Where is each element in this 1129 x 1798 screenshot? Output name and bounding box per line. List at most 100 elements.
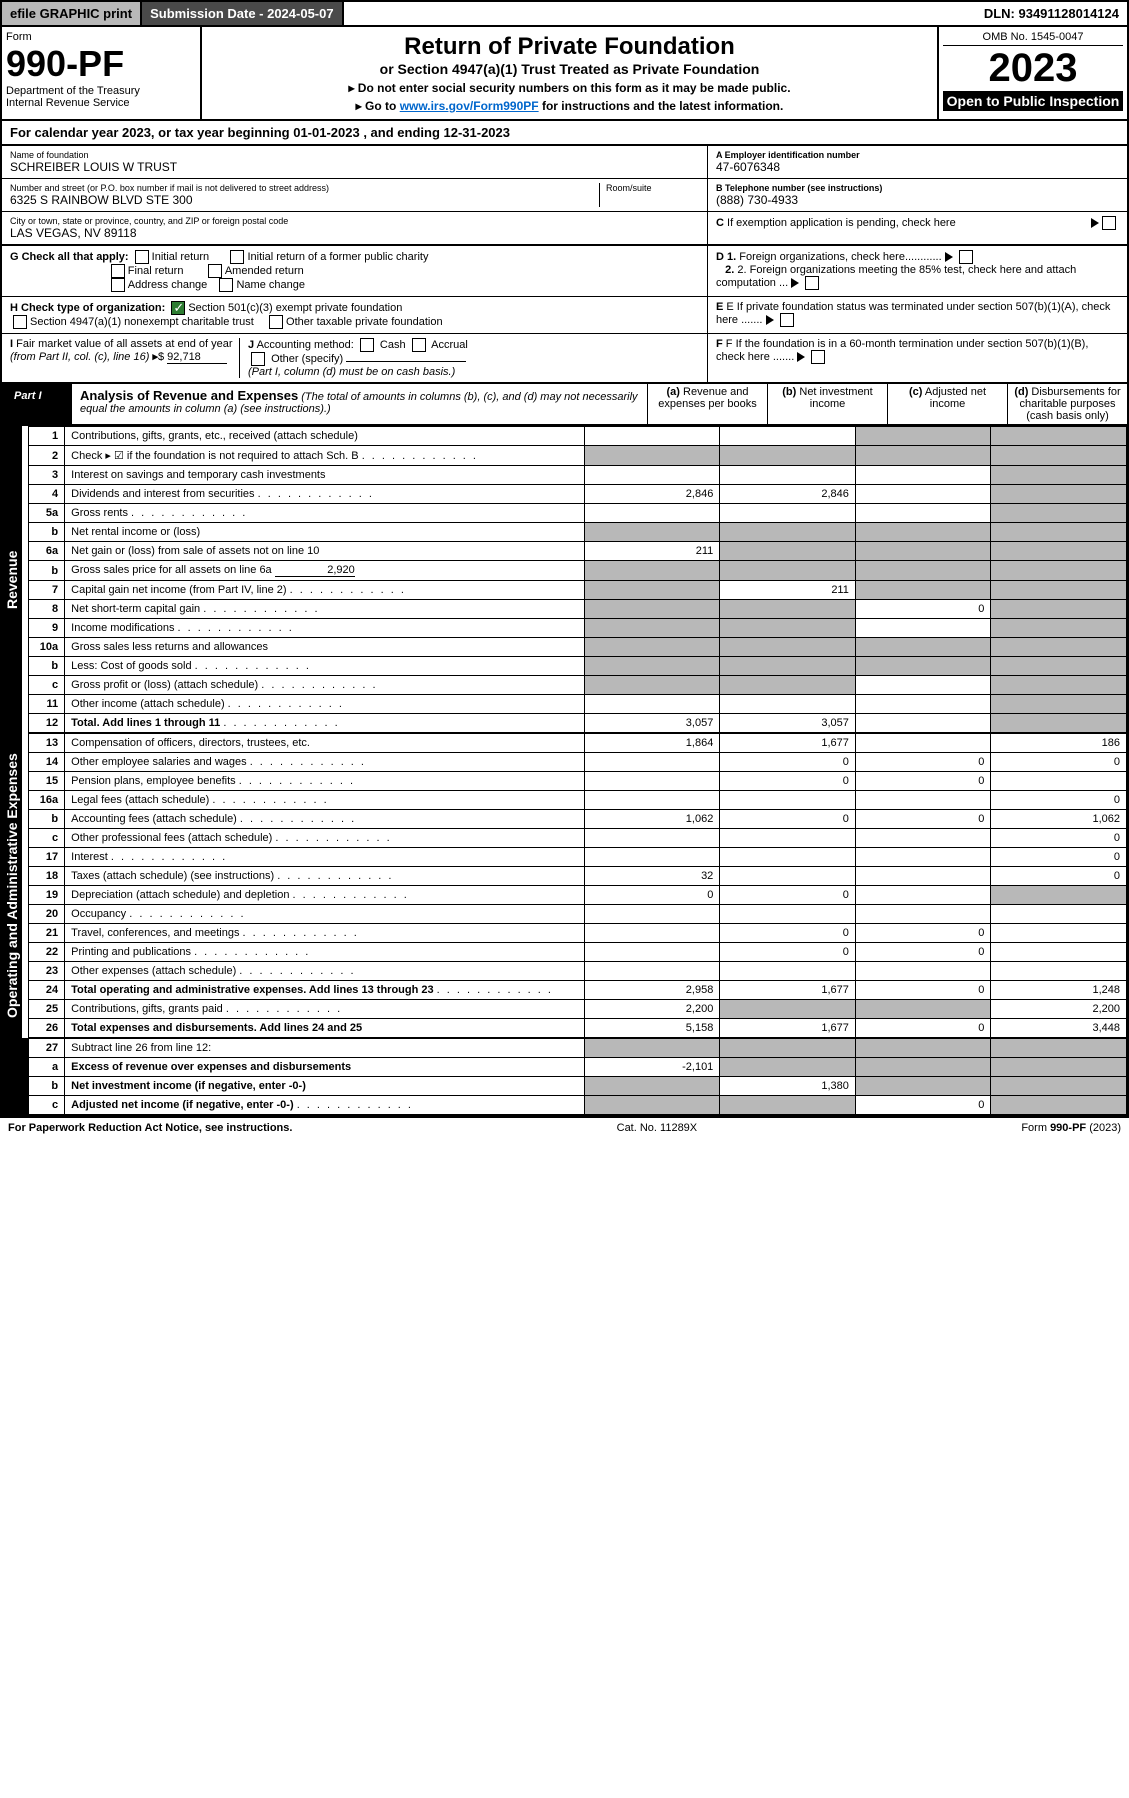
form-header: Form 990-PF Department of the Treasury I… [0,27,1129,121]
table-row: bNet rental income or (loss) [29,523,1127,542]
topbar: efile GRAPHIC print Submission Date - 20… [0,0,1129,27]
table-row: cOther professional fees (attach schedul… [29,829,1127,848]
city-cell: City or town, state or province, country… [2,212,707,244]
table-row: 12Total. Add lines 1 through 11 3,0573,0… [29,714,1127,733]
table-row: bLess: Cost of goods sold [29,657,1127,676]
note-2: ▸ Go to www.irs.gov/Form990PF for instru… [208,99,931,113]
part-1-header: Part I Analysis of Revenue and Expenses … [0,384,1129,426]
table-row: 15Pension plans, employee benefits 00 [29,772,1127,791]
checkbox-final[interactable] [111,264,125,278]
header-center: Return of Private Foundation or Section … [202,27,937,119]
table-row: 18Taxes (attach schedule) (see instructi… [29,867,1127,886]
form-subtitle: or Section 4947(a)(1) Trust Treated as P… [208,61,931,77]
arrow-icon [766,315,774,325]
expenses-table: 13Compensation of officers, directors, t… [28,733,1127,1038]
table-row: aExcess of revenue over expenses and dis… [29,1058,1127,1077]
table-row: 22Printing and publications 00 [29,943,1127,962]
efile-print-button[interactable]: efile GRAPHIC print [2,2,142,25]
table-row: 23Other expenses (attach schedule) [29,962,1127,981]
checkbox-4947[interactable] [13,315,27,329]
arrow-icon [791,278,799,288]
omb-number: OMB No. 1545-0047 [943,31,1123,46]
table-row: 6aNet gain or (loss) from sale of assets… [29,542,1127,561]
checkbox-c[interactable] [1102,216,1116,230]
table-row: 27Subtract line 26 from line 12: [29,1039,1127,1058]
submission-date: Submission Date - 2024-05-07 [142,2,344,25]
table-row: bAccounting fees (attach schedule) 1,062… [29,810,1127,829]
checkbox-accrual[interactable] [412,338,426,352]
summary-table: 27Subtract line 26 from line 12:aExcess … [28,1038,1127,1115]
table-row: bGross sales price for all assets on lin… [29,561,1127,581]
address-cell: Number and street (or P.O. box number if… [2,179,707,212]
table-row: 11Other income (attach schedule) [29,695,1127,714]
checkbox-other-tax[interactable] [269,315,283,329]
checkbox-d2[interactable] [805,276,819,290]
checkbox-name[interactable] [219,278,233,292]
checkbox-501c3[interactable] [171,301,185,315]
table-row: 24Total operating and administrative exp… [29,981,1127,1000]
table-row: 19Depreciation (attach schedule) and dep… [29,886,1127,905]
table-row: cAdjusted net income (if negative, enter… [29,1096,1127,1115]
table-row: 1Contributions, gifts, grants, etc., rec… [29,427,1127,446]
exemption-pending-cell: C If exemption application is pending, c… [708,212,1127,234]
page-footer: For Paperwork Reduction Act Notice, see … [0,1117,1129,1138]
irs-link[interactable]: www.irs.gov/Form990PF [400,99,539,113]
dept-label: Department of the Treasury Internal Reve… [6,85,196,109]
table-row: 2Check ▸ ☑ if the foundation is not requ… [29,446,1127,466]
phone-cell: B Telephone number (see instructions) (8… [708,179,1127,212]
arrow-icon [797,352,805,362]
table-row: 9Income modifications [29,619,1127,638]
dln-label: DLN: 93491128014124 [976,2,1127,25]
checkbox-addr[interactable] [111,278,125,292]
section-h-e: H Check type of organization: Section 50… [0,297,1129,334]
arrow-icon [1091,218,1099,228]
ein-cell: A Employer identification number 47-6076… [708,146,1127,179]
table-row: cGross profit or (loss) (attach schedule… [29,676,1127,695]
calendar-year-line: For calendar year 2023, or tax year begi… [0,121,1129,146]
header-left: Form 990-PF Department of the Treasury I… [2,27,202,119]
checkbox-amended[interactable] [208,264,222,278]
table-row: bNet investment income (if negative, ent… [29,1077,1127,1096]
table-row: 20Occupancy [29,905,1127,924]
form-label: Form [6,31,196,43]
table-row: 14Other employee salaries and wages 000 [29,753,1127,772]
revenue-vert-label: Revenue [2,426,22,733]
expenses-section: Operating and Administrative Expenses 13… [0,733,1129,1038]
summary-section: 27Subtract line 26 from line 12:aExcess … [0,1038,1129,1117]
table-row: 13Compensation of officers, directors, t… [29,734,1127,753]
table-row: 8Net short-term capital gain 0 [29,600,1127,619]
form-number: 990-PF [6,43,196,85]
header-right: OMB No. 1545-0047 2023 Open to Public In… [937,27,1127,119]
section-i-j-f: I Fair market value of all assets at end… [0,334,1129,384]
checkbox-cash[interactable] [360,338,374,352]
revenue-table: 1Contributions, gifts, grants, etc., rec… [28,426,1127,733]
footer-right: Form 990-PF (2023) [1021,1122,1121,1134]
revenue-section: Revenue 1Contributions, gifts, grants, e… [0,426,1129,733]
table-row: 16aLegal fees (attach schedule) 0 [29,791,1127,810]
open-to-public: Open to Public Inspection [943,91,1123,111]
checkbox-e[interactable] [780,313,794,327]
expenses-vert-label: Operating and Administrative Expenses [2,733,22,1038]
table-row: 25Contributions, gifts, grants paid 2,20… [29,1000,1127,1019]
table-row: 21Travel, conferences, and meetings 00 [29,924,1127,943]
arrow-icon [945,252,953,262]
table-row: 7Capital gain net income (from Part IV, … [29,581,1127,600]
section-g-d: G Check all that apply: Initial return I… [0,246,1129,297]
fmv-value: 92,718 [167,351,227,364]
footer-left: For Paperwork Reduction Act Notice, see … [8,1122,292,1134]
note-1: ▸ Do not enter social security numbers o… [208,81,931,95]
table-row: 17Interest 0 [29,848,1127,867]
tax-year: 2023 [943,46,1123,91]
table-row: 5aGross rents [29,504,1127,523]
checkbox-other-acct[interactable] [251,352,265,366]
foundation-name-cell: Name of foundation SCHREIBER LOUIS W TRU… [2,146,707,179]
info-section: Name of foundation SCHREIBER LOUIS W TRU… [0,146,1129,246]
checkbox-initial-former[interactable] [230,250,244,264]
table-row: 3Interest on savings and temporary cash … [29,466,1127,485]
checkbox-d1[interactable] [959,250,973,264]
checkbox-f[interactable] [811,350,825,364]
form-title: Return of Private Foundation [208,33,931,61]
checkbox-initial[interactable] [135,250,149,264]
footer-center: Cat. No. 11289X [617,1122,698,1134]
part-1-label: Part I [2,384,72,424]
